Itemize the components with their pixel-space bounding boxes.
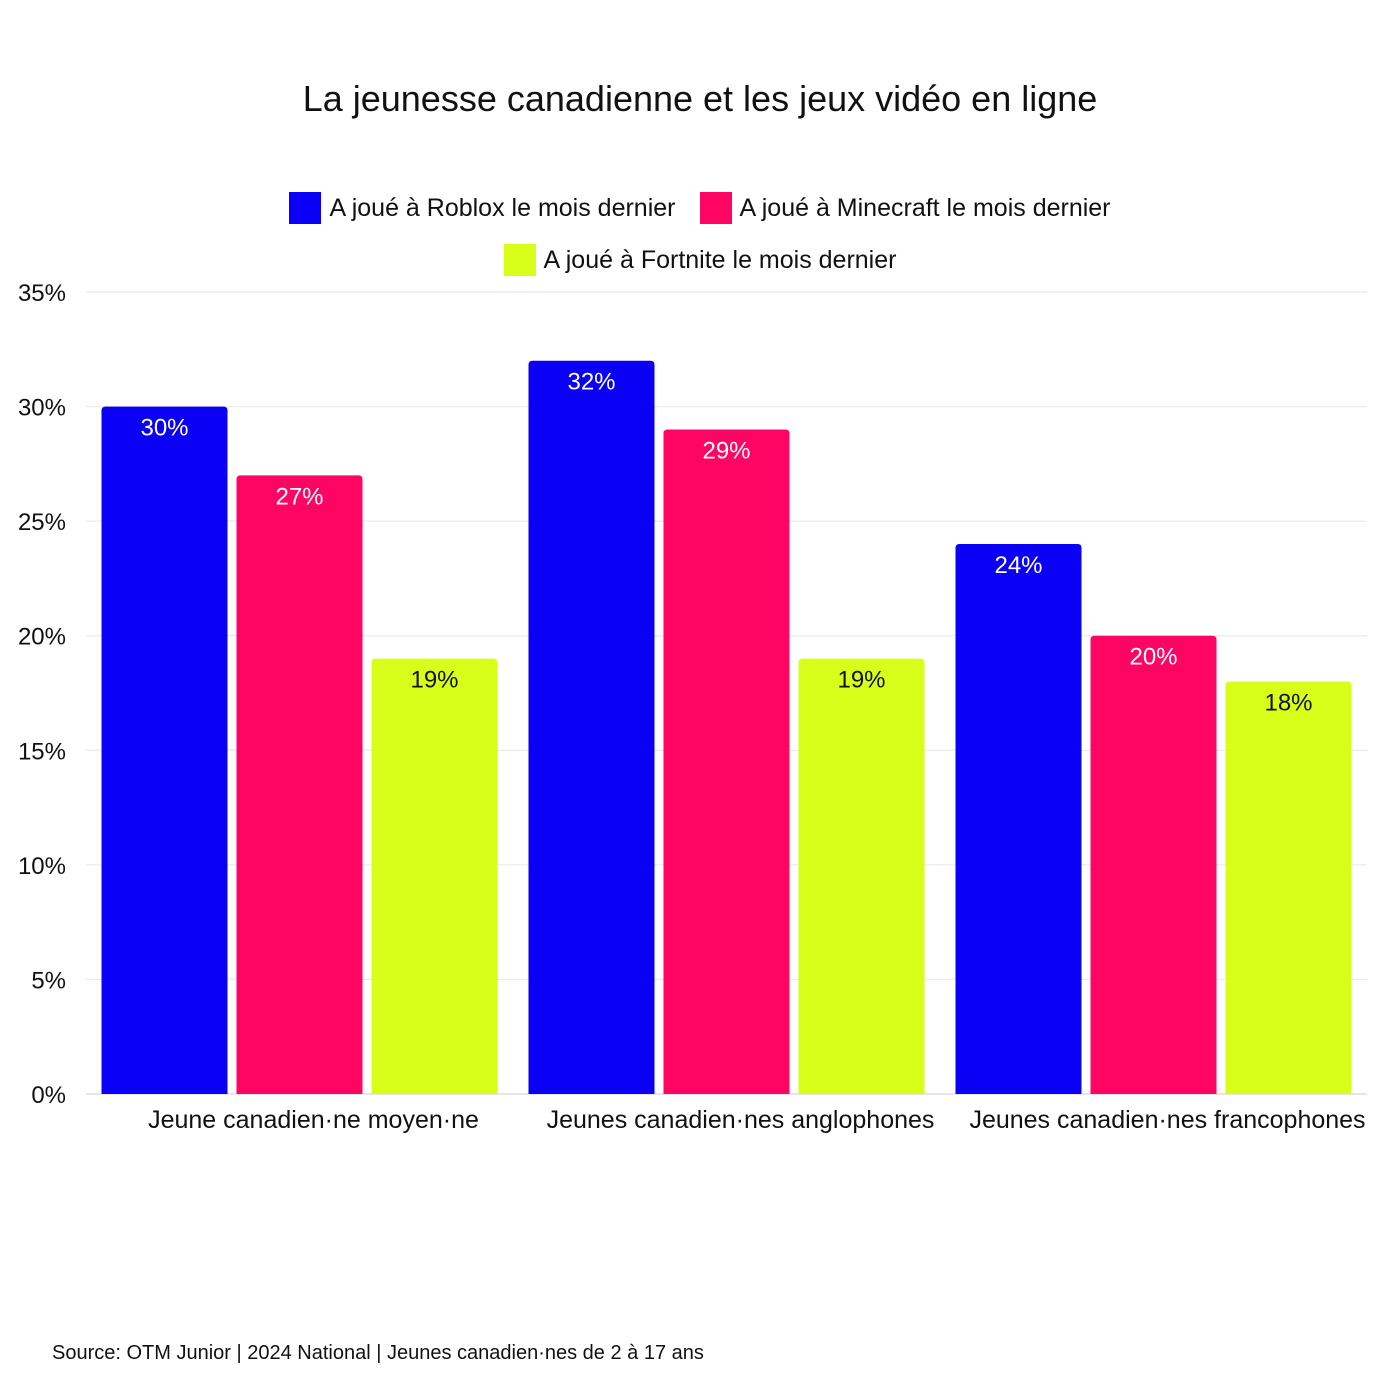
bar-value-label: 29% [702, 437, 750, 464]
x-category-label: Jeunes canadien·nes anglophones [547, 1106, 935, 1134]
y-tick-label: 15% [18, 738, 66, 765]
bar-value-label: 27% [275, 483, 323, 510]
x-category-label: Jeune canadien·ne moyen·ne [148, 1106, 479, 1134]
legend-swatch-roblox [289, 192, 322, 224]
bar [528, 360, 655, 1094]
bar [101, 406, 228, 1095]
bar-value-label: 20% [1129, 644, 1177, 671]
legend-label-minecraft: A joué à Minecraft le mois dernier [739, 193, 1111, 222]
legend-item-fortnite: A joué à Fortnite le mois dernier [503, 244, 897, 276]
legend-row-1: A joué à Roblox le mois dernier A joué à… [0, 192, 1400, 224]
bar-value-label: 19% [410, 667, 458, 694]
x-category-label: Jeunes canadien·nes francophones [969, 1106, 1365, 1134]
bar [798, 658, 925, 1094]
legend-item-roblox: A joué à Roblox le mois dernier [289, 192, 676, 224]
bar-value-label: 32% [567, 369, 615, 396]
legend-item-minecraft: A joué à Minecraft le mois dernier [699, 192, 1111, 224]
bar [1090, 635, 1217, 1094]
chart-title: La jeunesse canadienne et les jeux vidéo… [302, 78, 1098, 119]
bar-value-label: 18% [1264, 690, 1312, 717]
bar-value-label: 19% [837, 667, 885, 694]
bar-value-label: 24% [994, 552, 1042, 579]
source-note: Source: OTM Junior | 2024 National | Jeu… [52, 1342, 704, 1364]
y-tick-label: 20% [18, 624, 66, 651]
bar [236, 475, 363, 1094]
y-tick-label: 25% [18, 509, 66, 536]
legend-swatch-minecraft [699, 192, 732, 224]
legend-label-roblox: A joué à Roblox le mois dernier [329, 193, 676, 222]
legend-label-fortnite: A joué à Fortnite le mois dernier [543, 245, 897, 274]
legend-swatch-fortnite [503, 244, 536, 276]
y-tick-label: 30% [18, 395, 66, 422]
legend-row-2: A joué à Fortnite le mois dernier [0, 244, 1400, 276]
y-tick-label: 5% [31, 967, 66, 994]
bar-value-label: 30% [140, 415, 188, 442]
bar [1225, 681, 1352, 1094]
y-tick-label: 0% [31, 1082, 66, 1109]
bar [371, 658, 498, 1094]
bar [955, 544, 1082, 1094]
bar [663, 429, 790, 1094]
y-tick-label: 10% [18, 853, 66, 880]
y-tick-label: 35% [18, 280, 66, 307]
